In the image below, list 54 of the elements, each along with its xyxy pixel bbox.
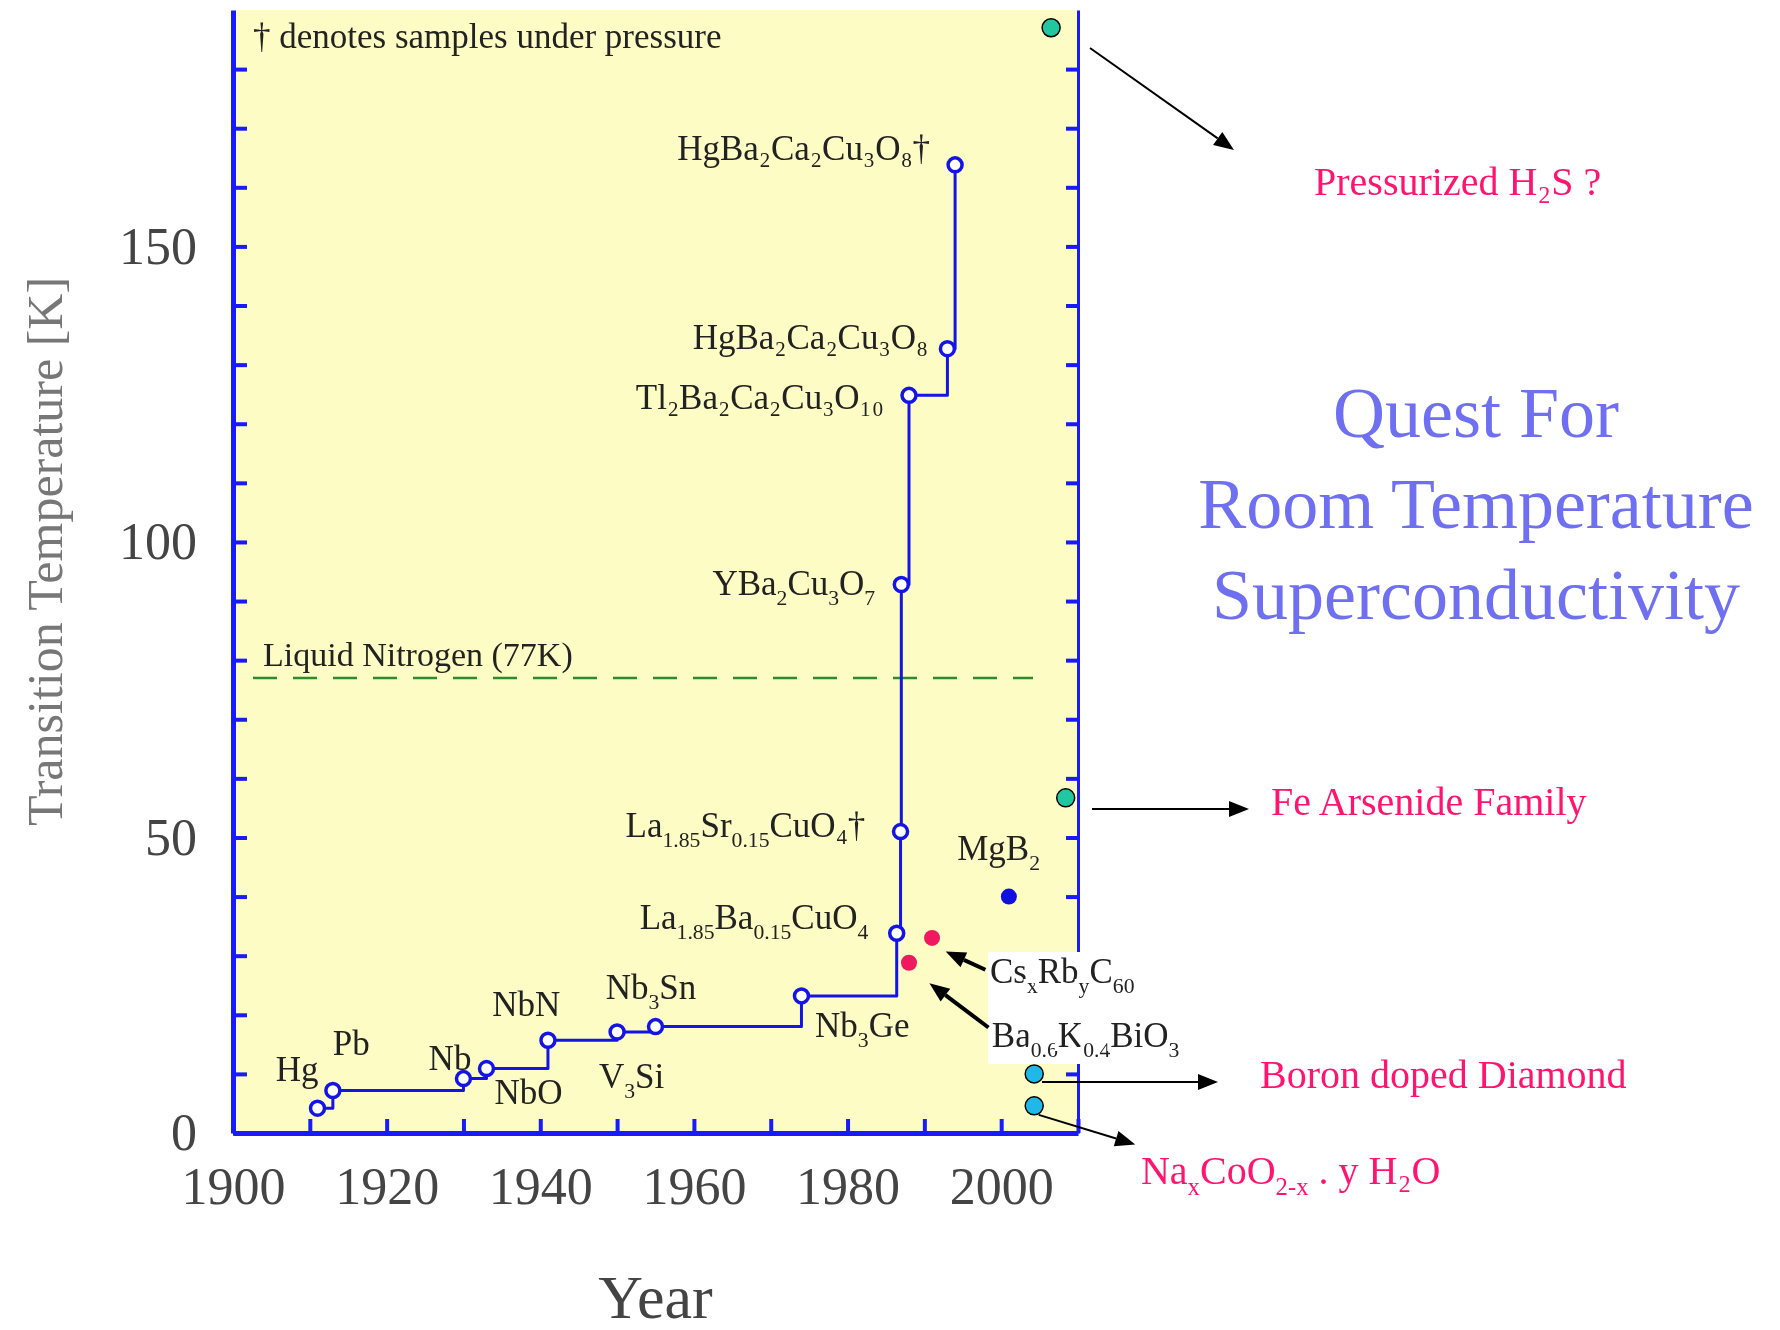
point xyxy=(1000,888,1017,905)
annotation: Pb xyxy=(332,1024,370,1064)
point xyxy=(891,822,910,841)
y-axis-title: Transition Temperature [K] xyxy=(17,276,73,827)
x-tick-label: 1940 xyxy=(488,1157,593,1215)
annotation: HgBa₂Ca₂Cu₃O₈† xyxy=(677,129,931,169)
annotation: Nb xyxy=(428,1038,472,1078)
point xyxy=(792,987,811,1005)
y-tick-label: 50 xyxy=(145,808,197,866)
x-tick-label: 1980 xyxy=(796,1157,901,1215)
x-tick-label: 1960 xyxy=(642,1157,747,1215)
annotation: NbO xyxy=(494,1072,563,1112)
point xyxy=(324,1081,342,1100)
point xyxy=(900,386,918,405)
annotation: HgBa₂Ca₂Cu₃O₈ xyxy=(692,317,929,357)
annotation: NbN xyxy=(492,985,561,1025)
point xyxy=(1055,788,1076,808)
annotation: Nb$_{3}$Sn xyxy=(605,968,697,1015)
annotation: MgB$_{2}$ xyxy=(957,829,1041,876)
point xyxy=(646,1017,665,1036)
text: Pressurized H₂S ? xyxy=(1314,159,1602,204)
point xyxy=(308,1099,327,1117)
annotation: La$_{1.85}$Sr$_{0.15}$CuO₄† xyxy=(625,806,866,853)
y-tick-label: 100 xyxy=(119,513,197,571)
point xyxy=(924,929,941,946)
point xyxy=(901,954,917,971)
point xyxy=(454,1069,473,1088)
point xyxy=(1041,17,1061,38)
point xyxy=(892,575,911,594)
text: Quest For Room Temperature Superconductivity xyxy=(1198,373,1754,635)
annotation: † denotes samples under pressure xyxy=(253,17,722,56)
ref-line-label: Liquid Nitrogen (77K) xyxy=(263,635,573,674)
annotation: La$_{1.85}$Ba$_{0.15}$CuO$_{4}$ xyxy=(639,897,869,944)
annotation: Nb$_{3}$Ge xyxy=(815,1005,910,1052)
point xyxy=(1024,1064,1044,1084)
annotation: Hg xyxy=(275,1049,319,1089)
point xyxy=(887,924,906,942)
text: Fe Arsenide Family xyxy=(1271,779,1587,824)
point xyxy=(946,156,964,174)
x-axis-title: Year xyxy=(598,1263,713,1330)
annotation: Ba$_{0.6}$K$_{0.4}$BiO$_{3}$ xyxy=(991,1015,1180,1062)
point xyxy=(1024,1096,1044,1116)
annotation: Tl₂Ba₂Ca₂Cu₃O₁₀ xyxy=(635,377,885,417)
annotation: Na$_{x}$CoO$_{2-x}$ . y H₂O xyxy=(1140,1148,1441,1201)
x-tick-label: 1920 xyxy=(335,1157,440,1215)
point xyxy=(477,1059,496,1078)
point xyxy=(608,1023,626,1041)
point xyxy=(938,339,957,358)
y-tick-label: 150 xyxy=(119,217,197,275)
point xyxy=(539,1031,557,1049)
annotation: V$_{3}$Si xyxy=(598,1056,665,1103)
x-tick-label: 2000 xyxy=(949,1157,1054,1215)
text: Boron doped Diamond xyxy=(1260,1052,1627,1097)
annotation: YBa$_{2}$Cu$_{3}$O$_{7}$ xyxy=(712,563,876,610)
